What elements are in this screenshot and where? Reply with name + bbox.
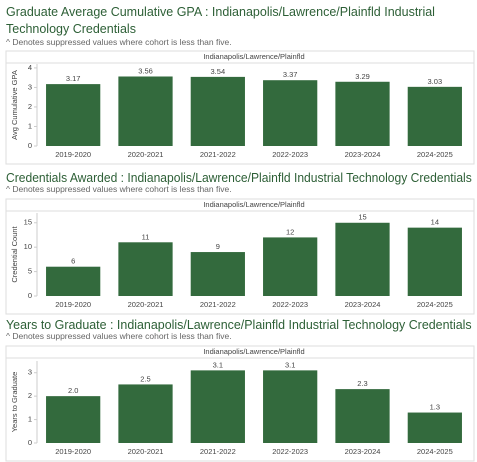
- bar: [46, 266, 101, 296]
- bar: [118, 384, 173, 443]
- x-tick-label: 2023-2024: [345, 447, 381, 456]
- x-tick-label: 2020-2021: [128, 150, 164, 159]
- y-tick-label: 1: [28, 121, 32, 130]
- subtitle: ^ Denotes suppressed values where cohort…: [6, 184, 232, 194]
- value-label: 3.29: [355, 72, 370, 81]
- x-tick-label: 2021-2022: [200, 300, 236, 309]
- x-tick-label: 2021-2022: [200, 447, 236, 456]
- y-tick-label: 2: [28, 102, 32, 111]
- chart-title: Years to Graduate : Indianapolis/Lawrenc…: [6, 318, 472, 332]
- bar: [46, 84, 101, 146]
- panel-label: Indianapolis/Lawrence/Plainfld: [203, 200, 304, 209]
- panel-label: Indianapolis/Lawrence/Plainfld: [203, 52, 304, 61]
- y-tick-label: 5: [28, 267, 32, 276]
- bar: [263, 370, 318, 443]
- bar: [407, 227, 462, 296]
- x-tick-label: 2019-2020: [55, 150, 91, 159]
- x-tick-label: 2019-2020: [55, 447, 91, 456]
- y-tick-label: 3: [28, 368, 32, 377]
- value-label: 6: [71, 257, 75, 266]
- bar: [263, 237, 318, 296]
- y-tick-label: 3: [28, 82, 32, 91]
- bar: [118, 76, 173, 146]
- x-tick-label: 2024-2025: [417, 300, 453, 309]
- value-label: 15: [358, 213, 366, 222]
- value-label: 3.54: [211, 67, 226, 76]
- value-label: 3.1: [213, 360, 223, 369]
- bar: [190, 370, 245, 443]
- y-tick-label: 4: [28, 63, 32, 72]
- y-tick-label: 1: [28, 415, 32, 424]
- x-tick-label: 2022-2023: [272, 150, 308, 159]
- x-tick-label: 2024-2025: [417, 447, 453, 456]
- bar: [407, 86, 462, 146]
- x-tick-label: 2024-2025: [417, 150, 453, 159]
- panel-label: Indianapolis/Lawrence/Plainfld: [203, 347, 304, 356]
- value-label: 11: [142, 232, 150, 241]
- bar: [190, 252, 245, 296]
- bar: [190, 76, 245, 146]
- y-tick-label: 15: [24, 218, 32, 227]
- panel-border: [5, 345, 475, 462]
- y-tick-label: 0: [28, 291, 32, 300]
- subtitle: ^ Denotes suppressed values where cohort…: [6, 331, 232, 341]
- x-tick-label: 2021-2022: [200, 150, 236, 159]
- y-tick-label: 10: [24, 242, 32, 251]
- y-tick-label: 0: [28, 438, 32, 447]
- bar: [46, 396, 101, 443]
- y-tick-label: 0: [28, 141, 32, 150]
- y-axis-label: Credential Count: [10, 225, 19, 282]
- value-label: 9: [216, 242, 220, 251]
- x-tick-label: 2023-2024: [345, 150, 381, 159]
- x-tick-label: 2019-2020: [55, 300, 91, 309]
- value-label: 2.0: [68, 386, 78, 395]
- x-tick-label: 2022-2023: [272, 300, 308, 309]
- value-label: 1.3: [430, 403, 440, 412]
- chart-title: Graduate Average Cumulative GPA : Indian…: [6, 5, 435, 36]
- value-label: 3.56: [138, 66, 153, 75]
- value-label: 3.17: [66, 74, 81, 83]
- value-label: 14: [431, 218, 439, 227]
- bar: [263, 80, 318, 146]
- value-label: 2.3: [357, 379, 367, 388]
- subtitle: ^ Denotes suppressed values where cohort…: [6, 37, 232, 47]
- panel-border: [5, 198, 475, 315]
- bar: [407, 412, 462, 443]
- y-tick-label: 2: [28, 391, 32, 400]
- chart-title: Credentials Awarded : Indianapolis/Lawre…: [6, 171, 472, 185]
- value-label: 3.1: [285, 360, 295, 369]
- x-tick-label: 2022-2023: [272, 447, 308, 456]
- x-tick-label: 2020-2021: [128, 300, 164, 309]
- x-tick-label: 2023-2024: [345, 300, 381, 309]
- x-tick-label: 2020-2021: [128, 447, 164, 456]
- value-label: 12: [286, 227, 294, 236]
- bar: [118, 242, 173, 296]
- bar: [335, 222, 390, 296]
- value-label: 3.03: [428, 77, 443, 86]
- panel-border: [5, 50, 475, 165]
- y-axis-label: Years to Graduate: [10, 372, 19, 433]
- bar: [335, 81, 390, 146]
- y-axis-label: Avg Cumulative GPA: [10, 70, 19, 140]
- bar: [335, 389, 390, 443]
- value-label: 3.37: [283, 70, 298, 79]
- value-label: 2.5: [140, 374, 150, 383]
